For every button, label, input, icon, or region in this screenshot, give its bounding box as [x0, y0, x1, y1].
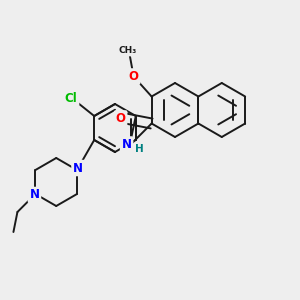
Text: N: N: [122, 138, 132, 151]
Text: CH₃: CH₃: [118, 46, 137, 55]
Text: N: N: [29, 188, 39, 202]
Text: N: N: [73, 161, 83, 175]
Text: O: O: [129, 70, 139, 83]
Text: O: O: [116, 112, 126, 125]
Text: Cl: Cl: [65, 92, 78, 104]
Text: H: H: [135, 145, 144, 154]
